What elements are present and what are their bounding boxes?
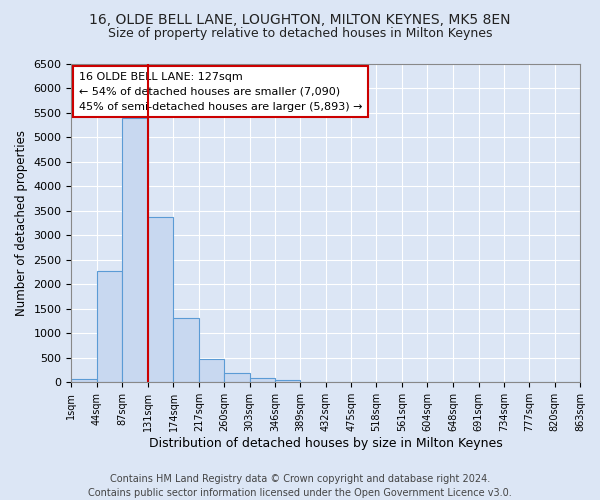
Bar [275, 380, 301, 382]
Text: Contains HM Land Registry data © Crown copyright and database right 2024.
Contai: Contains HM Land Registry data © Crown c… [88, 474, 512, 498]
Bar [148, 217, 173, 382]
Bar [97, 270, 122, 382]
Bar [250, 378, 275, 382]
Bar [173, 318, 199, 382]
Bar [122, 118, 148, 382]
Bar [71, 379, 97, 382]
Text: 16 OLDE BELL LANE: 127sqm
← 54% of detached houses are smaller (7,090)
45% of se: 16 OLDE BELL LANE: 127sqm ← 54% of detac… [79, 72, 362, 112]
Bar [224, 373, 250, 382]
X-axis label: Distribution of detached houses by size in Milton Keynes: Distribution of detached houses by size … [149, 437, 503, 450]
Bar [199, 358, 224, 382]
Y-axis label: Number of detached properties: Number of detached properties [15, 130, 28, 316]
Text: 16, OLDE BELL LANE, LOUGHTON, MILTON KEYNES, MK5 8EN: 16, OLDE BELL LANE, LOUGHTON, MILTON KEY… [89, 12, 511, 26]
Text: Size of property relative to detached houses in Milton Keynes: Size of property relative to detached ho… [108, 28, 492, 40]
